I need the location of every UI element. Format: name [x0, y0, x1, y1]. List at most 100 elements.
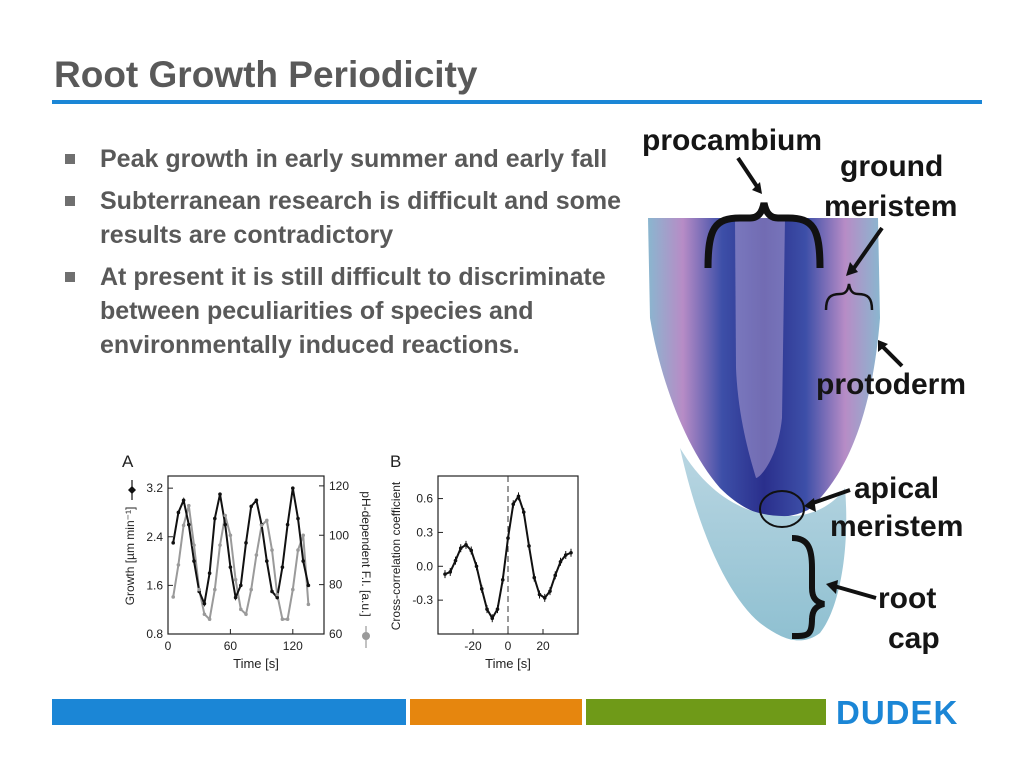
chart-a-growth-point: [218, 492, 222, 497]
chart-a-growth-point: [270, 589, 274, 594]
chart-a-ph-point: [218, 543, 222, 547]
chart-a-growth-point: [187, 522, 191, 527]
chart-b-point: [532, 575, 537, 580]
chart-a-growth-point: [181, 498, 186, 503]
chart-b-point: [537, 592, 542, 597]
chart-a-ph-point: [233, 577, 238, 582]
chart-b-point: [469, 548, 474, 553]
apical-meristem-circle: [759, 490, 805, 528]
ground-meristem-arrowhead-icon: [846, 262, 858, 276]
chart-a-growth-point: [306, 583, 311, 588]
chart-b-point: [474, 564, 479, 569]
chart-b-point: [500, 578, 505, 582]
ground-meristem-label-line2: meristem: [824, 190, 957, 223]
chart-a-ph-point: [207, 617, 212, 621]
chart-a-ph-point: [280, 617, 285, 621]
apical-meristem-label-line2: meristem: [830, 510, 963, 543]
chart-a-ph-point: [239, 607, 243, 612]
bullet-text: Subterranean research is difficult and s…: [100, 187, 621, 249]
chart-a-points: [171, 486, 311, 621]
chart-b-point: [495, 607, 500, 611]
chart-a-ph-point: [249, 587, 253, 592]
chart-a-axes: 0 60 120 0.8 1.6 2.4 3.2 60 80 100 120: [146, 479, 349, 653]
root-cap-label-line1: root: [878, 582, 936, 615]
chart-a-xtick-label: 0: [165, 639, 172, 653]
chart-b-point: [506, 536, 510, 540]
chart-b-xtick-label: -20: [464, 639, 482, 653]
chart-a-ph-point: [275, 592, 279, 597]
chart-a-ph-point: [197, 587, 201, 592]
chart-a-ytick-left-label: 3.2: [146, 481, 163, 495]
chart-a-xtick-label: 60: [224, 639, 238, 653]
apical-meristem-label-line1: apical: [854, 472, 939, 505]
protoderm-arrowhead-icon: [878, 340, 888, 352]
chart-b-point: [490, 616, 495, 620]
chart-a-growth-point: [291, 486, 295, 490]
chart-a-ylabel-left: Growth [µm min⁻¹]: [123, 507, 137, 606]
chart-a-growth-point: [285, 522, 290, 527]
chart-b-point: [511, 502, 516, 507]
chart-b-xtick-label: 20: [536, 639, 550, 653]
chart-b-ytick-label: 0.3: [416, 525, 433, 539]
chart-a-ph-point: [171, 595, 175, 599]
chart-a-ytick-left-label: 1.6: [146, 578, 163, 592]
root-tip-micrograph: procambium ground meristem protoderm api…: [642, 124, 966, 655]
chart-a-ph-point: [265, 518, 269, 523]
chart-b-point: [563, 553, 568, 557]
chart-a-ph-point: [259, 523, 264, 528]
chart-a-ph-point: [228, 533, 233, 538]
chart-a-growth-point: [239, 583, 243, 588]
chart-a-ph-point: [285, 617, 290, 621]
chart-a-ph-point: [301, 533, 305, 538]
root-cap-brace: [791, 535, 825, 639]
panel-label-a: A: [122, 452, 134, 471]
chart-a-ph-point: [192, 543, 196, 547]
chart-a-ph-point: [306, 602, 311, 607]
chart-b-ytick-label: 0.0: [416, 559, 433, 573]
procambium-tissue: [735, 218, 785, 478]
procambium-label: procambium: [642, 124, 822, 157]
chart-a-ph-point: [296, 548, 300, 552]
chart-b-axes: -20 0 20 0.6 0.3 0.0 -0.3: [412, 492, 550, 653]
chart-b-point: [453, 558, 458, 563]
bullet-item: Subterranean research is difficult and s…: [62, 184, 622, 252]
square-bullet-icon: [65, 272, 75, 282]
chart-a-ph-point: [213, 587, 217, 592]
chart-b-point: [479, 587, 484, 591]
chart-a-ph-point: [187, 503, 191, 508]
protoderm-arrow: [880, 344, 904, 368]
chart-b-point: [458, 546, 463, 551]
chart-a-growth-point: [233, 595, 238, 600]
chart-b-ytick-label: -0.3: [412, 593, 433, 607]
chart-a-growth-point: [171, 541, 175, 545]
chart-b-point: [443, 572, 447, 576]
chart-a-growth-point: [254, 498, 259, 503]
square-bullet-icon: [65, 196, 75, 206]
chart-a-ph-point: [181, 523, 186, 528]
chart-a-xlabel: Time [s]: [233, 656, 279, 671]
chart-a-ph-point: [291, 587, 295, 592]
bullet-item: Peak growth in early summer and early fa…: [62, 142, 622, 176]
chart-b-ytick-label: 0.6: [416, 492, 433, 506]
chart-b-point: [569, 550, 573, 555]
chart-a-growth-point: [296, 516, 300, 521]
procambium-arrow: [736, 156, 760, 190]
footer-bar-blue: [52, 699, 406, 725]
chart-a-ytick-right-label: 120: [329, 479, 349, 493]
ground-meristem-arrow: [852, 226, 884, 270]
bullet-text: At present it is still difficult to disc…: [100, 263, 606, 359]
bullet-text: Peak growth in early summer and early fa…: [100, 145, 608, 173]
chart-a-growth-point: [176, 510, 181, 515]
footer-bar-orange: [410, 699, 582, 725]
chart-a-growth-point: [213, 516, 217, 521]
chart-b-point: [548, 589, 552, 593]
chart-b-xlabel: Time [s]: [485, 656, 531, 671]
bullet-list: Peak growth in early summer and early fa…: [62, 142, 622, 370]
chart-b-point: [558, 559, 563, 564]
title-underline: [52, 100, 982, 104]
chart-a-growth-point: [207, 571, 212, 576]
chart-a-growth-point: [244, 541, 248, 545]
dudek-logo: DUDEK: [836, 694, 959, 731]
chart-a-growth-point: [192, 559, 196, 563]
